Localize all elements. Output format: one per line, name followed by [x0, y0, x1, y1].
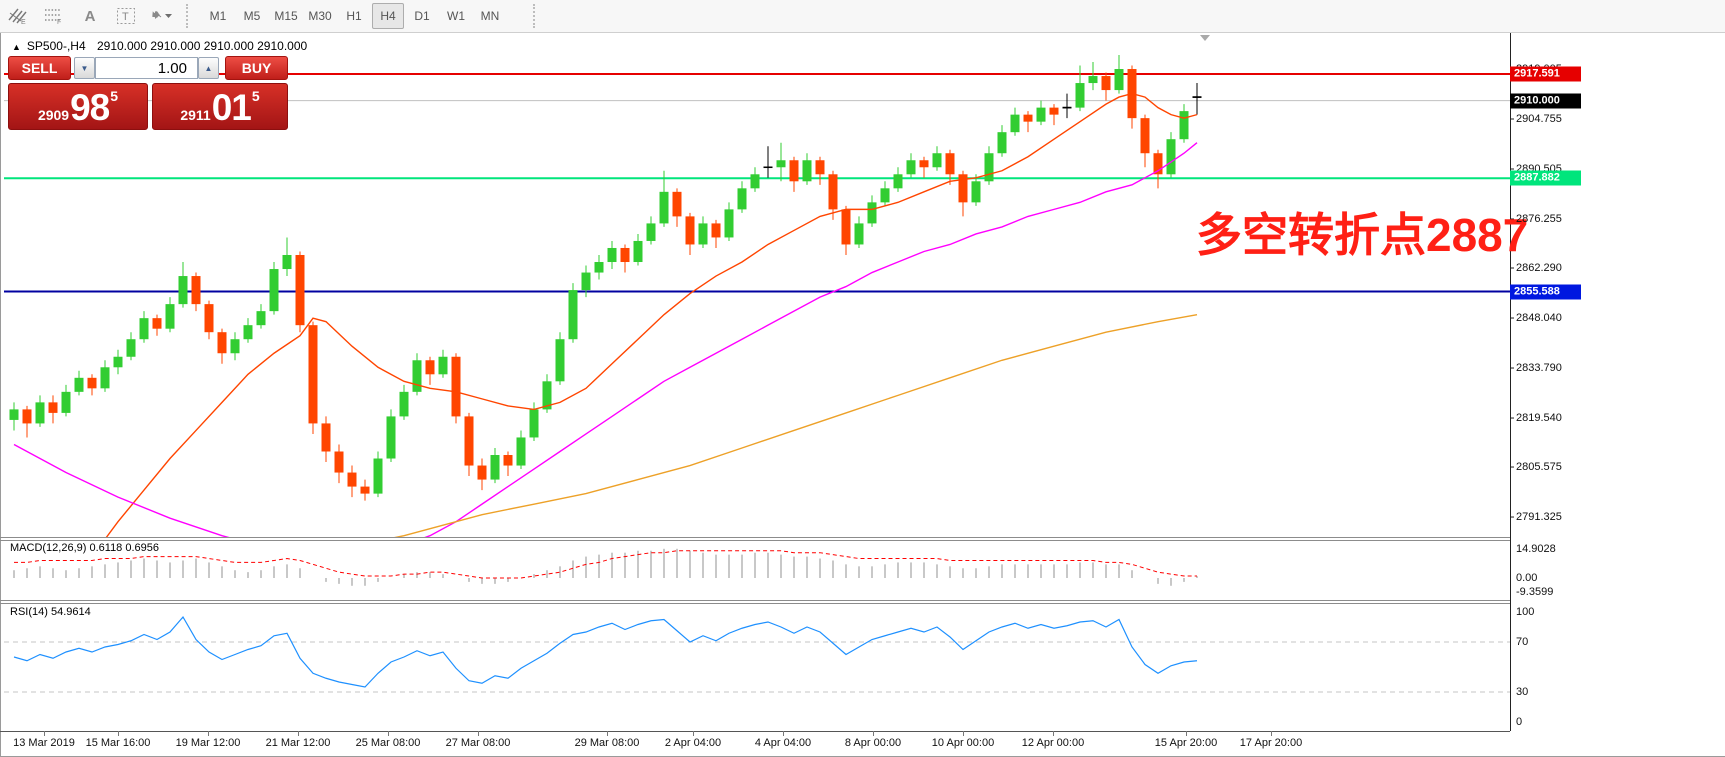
time-axis-label: 10 Apr 00:00	[931, 737, 995, 749]
chart-shift-marker[interactable]	[1200, 35, 1210, 41]
svg-text:E: E	[21, 19, 26, 25]
time-axis-label: 15 Mar 16:00	[85, 737, 151, 749]
chart-title: ▲ SP500-,H4 2910.000 2910.000 2910.000 29…	[12, 39, 307, 53]
price-tick-label: 2876.255	[1516, 213, 1562, 225]
text-box-icon[interactable]: T	[110, 2, 142, 30]
one-click-trade-panel: SELL ▼ ▲ BUY 2909 98 5 2911 01 5	[8, 56, 288, 130]
timeframe-m15[interactable]: M15	[274, 9, 298, 23]
timeframe-d1[interactable]: D1	[414, 9, 430, 23]
price-tick-label: 2848.040	[1516, 312, 1562, 325]
timeframe-m30[interactable]: M30	[308, 9, 332, 23]
price-badge: 2917.591	[1510, 66, 1581, 82]
timeframe-toolbar: M1 M5 M15 M30 H1 H4 D1 W1 MN	[201, 3, 507, 29]
time-axis-label: 29 Mar 08:00	[574, 737, 640, 749]
timeframe-h1[interactable]: H1	[346, 9, 362, 23]
ohlc-quotes: 2910.000 2910.000 2910.000 2910.000	[96, 39, 308, 53]
arrows-dropdown-icon[interactable]	[146, 2, 178, 30]
buy-quote[interactable]: 2911 01 5	[152, 83, 288, 130]
timeframe-mn[interactable]: MN	[480, 9, 500, 23]
sell-quote[interactable]: 2909 98 5	[8, 83, 148, 130]
rsi-label: RSI(14) 54.9614	[10, 606, 91, 618]
svg-text:F: F	[57, 19, 61, 25]
volume-decrease-button[interactable]: ▼	[74, 57, 95, 79]
buy-price-sup: 5	[251, 88, 260, 104]
buy-price-prefix: 2911	[180, 107, 211, 123]
time-axis-label: 4 Apr 04:00	[754, 737, 812, 749]
sell-button[interactable]: SELL	[8, 56, 71, 80]
rsi-axis-label: 30	[1516, 686, 1529, 698]
annotation-text: 多空转折点2887	[1196, 209, 1529, 261]
symbol-timeframe-label: SP500-,H4	[26, 39, 86, 53]
sell-price-big: 98	[70, 87, 110, 128]
price-badge: 2855.588	[1510, 284, 1581, 300]
rsi-axis-label: 70	[1516, 636, 1529, 648]
price-tick-label: 2819.540	[1516, 412, 1562, 425]
timeframe-h4[interactable]: H4	[372, 3, 404, 29]
hatch-lines-e-icon[interactable]: E	[2, 2, 34, 30]
time-axis-label: 25 Mar 08:00	[355, 737, 421, 749]
price-tick-label: 2862.290	[1516, 262, 1562, 274]
macd-axis-label: 14.9028	[1516, 543, 1556, 555]
buy-button[interactable]: BUY	[225, 56, 288, 80]
rsi-axis-label: 100	[1516, 606, 1535, 618]
letter-a-icon[interactable]: A	[84, 7, 96, 25]
toolbar-separator	[533, 4, 542, 28]
toolbar: E F A T	[0, 0, 1725, 33]
time-axis-label: 19 Mar 12:00	[175, 737, 241, 749]
time-axis-label: 2 Apr 04:00	[664, 737, 722, 749]
timeframe-w1[interactable]: W1	[447, 9, 465, 23]
collapse-arrow-icon[interactable]: ▲	[12, 42, 21, 52]
macd-axis-label: -9.3599	[1516, 586, 1554, 598]
macd-label: MACD(12,26,9) 0.6118 0.6956	[10, 542, 159, 554]
chart-window	[0, 33, 1725, 757]
svg-text:T: T	[122, 11, 129, 23]
time-axis-label: 15 Apr 20:00	[1154, 737, 1218, 749]
price-tick-label: 2791.325	[1516, 511, 1562, 524]
time-axis-label: 17 Apr 20:00	[1239, 737, 1303, 749]
price-tick-label: 2833.790	[1516, 362, 1562, 375]
price-badge: 2910.000	[1510, 93, 1581, 109]
time-axis-label: 12 Apr 00:00	[1021, 737, 1085, 749]
sell-price-sup: 5	[110, 88, 119, 104]
time-axis-label: 21 Mar 12:00	[265, 737, 331, 749]
toolbar-separator	[186, 4, 195, 28]
time-axis-label: 8 Apr 00:00	[844, 737, 902, 749]
sell-price-prefix: 2909	[37, 107, 70, 123]
volume-input[interactable]	[95, 57, 198, 79]
grid-f-icon[interactable]: F	[38, 2, 70, 30]
macd-axis-label: 0.00	[1516, 572, 1538, 584]
buy-price-big: 01	[211, 87, 252, 128]
price-badge: 2887.882	[1510, 170, 1581, 186]
volume-increase-button[interactable]: ▲	[198, 57, 219, 79]
price-tick-label: 2904.755	[1516, 113, 1562, 125]
rsi-axis-label: 0	[1516, 716, 1523, 728]
timeframe-m1[interactable]: M1	[209, 9, 227, 23]
time-axis-label: 27 Mar 08:00	[445, 737, 511, 749]
time-axis-label: 13 Mar 2019	[13, 737, 75, 749]
timeframe-m5[interactable]: M5	[243, 9, 261, 23]
price-tick-label: 2805.575	[1516, 461, 1562, 474]
